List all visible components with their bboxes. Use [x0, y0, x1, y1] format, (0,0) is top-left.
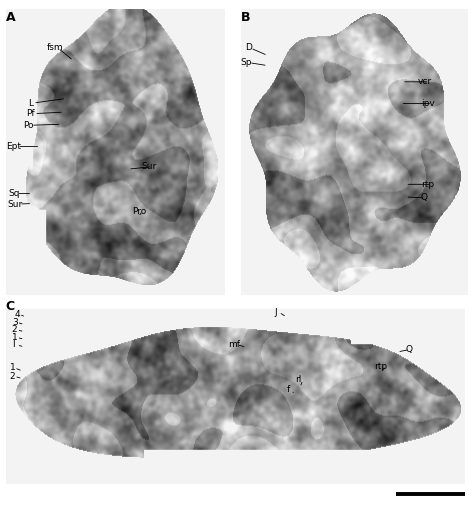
- Text: A: A: [6, 11, 15, 24]
- Text: 4: 4: [14, 310, 20, 319]
- Text: Pro: Pro: [132, 207, 146, 216]
- Text: 1: 1: [9, 363, 15, 372]
- Text: L: L: [28, 98, 34, 108]
- Text: Po: Po: [23, 121, 33, 130]
- Text: fsm: fsm: [46, 43, 63, 53]
- Text: Sq: Sq: [9, 189, 20, 198]
- Text: D: D: [246, 43, 253, 53]
- Text: C: C: [6, 300, 15, 314]
- Text: Pf: Pf: [26, 109, 35, 118]
- Text: 1: 1: [12, 333, 18, 342]
- Text: ipv: ipv: [421, 99, 435, 108]
- Text: Ept: Ept: [6, 142, 21, 151]
- Text: rl: rl: [295, 375, 301, 384]
- Text: Sur: Sur: [8, 199, 23, 209]
- Text: B: B: [241, 11, 250, 24]
- Text: l: l: [12, 340, 15, 349]
- Text: Q: Q: [405, 345, 412, 354]
- Text: 2: 2: [12, 325, 18, 334]
- Text: Sp: Sp: [241, 58, 252, 67]
- Text: 2: 2: [9, 372, 15, 381]
- Text: J: J: [274, 308, 277, 317]
- Text: vcr: vcr: [418, 77, 432, 86]
- Text: Sur: Sur: [141, 162, 156, 171]
- Text: rtp: rtp: [421, 180, 434, 189]
- Text: 3: 3: [12, 318, 18, 327]
- Text: Q: Q: [421, 193, 428, 203]
- Text: rtp: rtp: [374, 362, 388, 371]
- Text: mf: mf: [228, 340, 240, 349]
- Text: f: f: [287, 385, 290, 394]
